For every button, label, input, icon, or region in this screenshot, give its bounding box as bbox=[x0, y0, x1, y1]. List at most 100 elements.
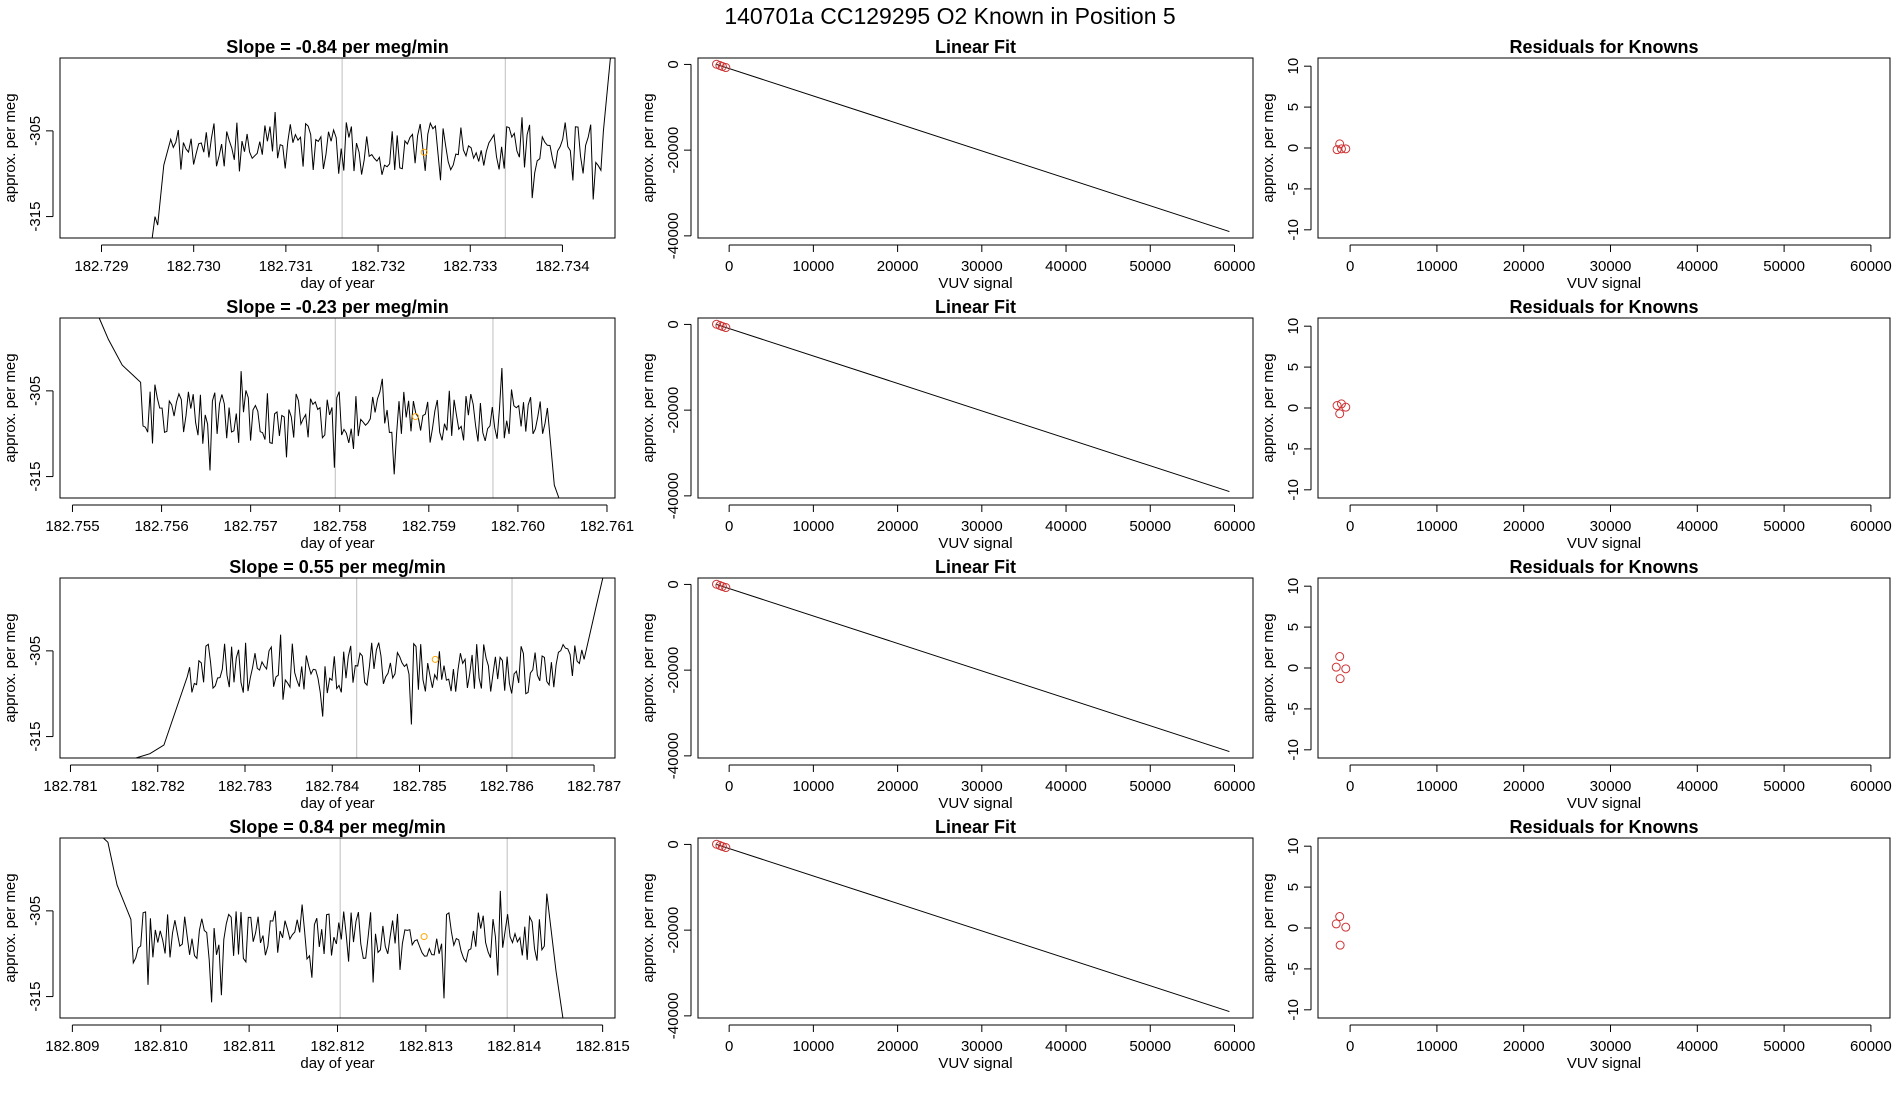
residuals-1-x-tick-label: 50000 bbox=[1763, 258, 1805, 275]
residuals-4-x-tick-label: 50000 bbox=[1763, 1038, 1805, 1055]
linear-fit-3-data-point bbox=[721, 583, 731, 593]
linear-fit-4-x-tick-label: 20000 bbox=[877, 1038, 919, 1055]
linear-fit-4-data-point bbox=[721, 843, 731, 853]
timeseries-2-plot-frame bbox=[59, 317, 616, 499]
linear-fit-1-plot-frame bbox=[697, 57, 1254, 239]
linear-fit-2-fit-line bbox=[716, 323, 1230, 493]
residuals-3-x-tick-label: 40000 bbox=[1676, 778, 1718, 795]
residuals-4-y-tick-label: 0 bbox=[1285, 924, 1302, 932]
linear-fit-3-y-tick-label: 0 bbox=[665, 580, 682, 588]
timeseries-3-orange-point bbox=[431, 655, 439, 663]
residuals-2-y-axis-label: approx. per meg bbox=[1260, 353, 1277, 462]
timeseries-1-orange-point bbox=[420, 148, 428, 156]
residuals-4-y-tick-label: -5 bbox=[1285, 962, 1302, 975]
timeseries-3-x-axis-label: day of year bbox=[300, 795, 374, 812]
timeseries-2-x-tick-label: 182.761 bbox=[580, 518, 634, 535]
linear-fit-4-plot-frame bbox=[697, 837, 1254, 1019]
timeseries-4-x-tick-label: 182.814 bbox=[487, 1038, 541, 1055]
linear-fit-2-x-tick-label: 20000 bbox=[877, 518, 919, 535]
residuals-3-data-point bbox=[1335, 674, 1345, 684]
linear-fit-1-y-tick-label: -20000 bbox=[665, 127, 682, 174]
timeseries-4-orange-point bbox=[420, 933, 428, 941]
residuals-4-data-point bbox=[1335, 912, 1345, 922]
linear-fit-3-x-axis-label: VUV signal bbox=[938, 795, 1012, 812]
residuals-2-y-tick-label: 0 bbox=[1285, 404, 1302, 412]
linear-fit-1-x-tick-label: 20000 bbox=[877, 258, 919, 275]
timeseries-2-x-tick-label: 182.755 bbox=[45, 518, 99, 535]
timeseries-1-title: Slope = -0.84 per meg/min bbox=[226, 37, 449, 57]
timeseries-4-y-tick-label: -315 bbox=[27, 982, 44, 1012]
residuals-4-y-tick-label: 5 bbox=[1285, 883, 1302, 891]
linear-fit-1-x-axis-label: VUV signal bbox=[938, 275, 1012, 292]
linear-fit-1-x-tick-label: 0 bbox=[725, 258, 733, 275]
linear-fit-2-x-tick-label: 50000 bbox=[1129, 518, 1171, 535]
residuals-3-plot-frame bbox=[1317, 577, 1891, 759]
linear-fit-3-x-tick-label: 30000 bbox=[961, 778, 1003, 795]
timeseries-4-series-line bbox=[102, 837, 564, 1019]
residuals-4-x-tick-label: 40000 bbox=[1676, 1038, 1718, 1055]
residuals-2-data-point bbox=[1335, 409, 1345, 419]
residuals-4-data-point bbox=[1335, 940, 1345, 950]
residuals-3-x-tick-label: 0 bbox=[1346, 778, 1354, 795]
residuals-2-y-tick-label: -5 bbox=[1285, 442, 1302, 455]
residuals-1-data-point bbox=[1335, 139, 1345, 149]
residuals-2-x-tick-label: 10000 bbox=[1416, 518, 1458, 535]
timeseries-4-x-tick-label: 182.812 bbox=[310, 1038, 364, 1055]
timeseries-2-x-tick-label: 182.756 bbox=[134, 518, 188, 535]
timeseries-4-x-tick-label: 182.811 bbox=[223, 1038, 276, 1055]
residuals-4-y-axis-label: approx. per meg bbox=[1260, 873, 1277, 982]
timeseries-4-title: Slope = 0.84 per meg/min bbox=[229, 817, 446, 837]
linear-fit-3-y-tick-label: -20000 bbox=[665, 647, 682, 694]
linear-fit-1-fit-line bbox=[716, 63, 1230, 233]
linear-fit-4-x-axis-label: VUV signal bbox=[938, 1055, 1012, 1072]
linear-fit-4-x-tick-label: 60000 bbox=[1214, 1038, 1256, 1055]
residuals-4-x-tick-label: 0 bbox=[1346, 1038, 1354, 1055]
timeseries-1-x-tick-label: 182.733 bbox=[443, 258, 497, 275]
residuals-2-data-point bbox=[1341, 402, 1351, 412]
linear-fit-3-y-tick-label: -40000 bbox=[665, 732, 682, 779]
linear-fit-4-title: Linear Fit bbox=[935, 817, 1016, 837]
linear-fit-2-y-tick-label: 0 bbox=[665, 320, 682, 328]
linear-fit-4-x-tick-label: 0 bbox=[725, 1038, 733, 1055]
timeseries-3-x-tick-label: 182.784 bbox=[305, 778, 359, 795]
timeseries-3-y-axis-label: approx. per meg bbox=[2, 613, 19, 722]
residuals-3-y-tick-label: 0 bbox=[1285, 664, 1302, 672]
timeseries-3-x-tick-label: 182.786 bbox=[480, 778, 534, 795]
timeseries-3-x-tick-label: 182.785 bbox=[392, 778, 446, 795]
residuals-3-x-axis-label: VUV signal bbox=[1567, 795, 1641, 812]
residuals-2-x-axis-label: VUV signal bbox=[1567, 535, 1641, 552]
timeseries-1-x-tick-label: 182.734 bbox=[535, 258, 589, 275]
timeseries-1-y-tick-label: -315 bbox=[27, 202, 44, 232]
residuals-3-y-tick-label: 5 bbox=[1285, 623, 1302, 631]
linear-fit-1-x-tick-label: 60000 bbox=[1214, 258, 1256, 275]
timeseries-2-x-axis-label: day of year bbox=[300, 535, 374, 552]
linear-fit-1-data-point bbox=[721, 63, 731, 73]
timeseries-2-x-tick-label: 182.759 bbox=[402, 518, 456, 535]
residuals-1-data-point bbox=[1341, 144, 1351, 154]
residuals-2-plot-frame bbox=[1317, 317, 1891, 499]
linear-fit-1-x-tick-label: 50000 bbox=[1129, 258, 1171, 275]
residuals-3-y-axis-label: approx. per meg bbox=[1260, 613, 1277, 722]
residuals-4-x-tick-label: 10000 bbox=[1416, 1038, 1458, 1055]
residuals-3-x-tick-label: 30000 bbox=[1590, 778, 1632, 795]
linear-fit-4-fit-line bbox=[716, 843, 1230, 1013]
residuals-3-x-tick-label: 20000 bbox=[1503, 778, 1545, 795]
timeseries-2-title: Slope = -0.23 per meg/min bbox=[226, 297, 449, 317]
linear-fit-3-x-tick-label: 0 bbox=[725, 778, 733, 795]
linear-fit-3-x-tick-label: 10000 bbox=[793, 778, 835, 795]
linear-fit-4-y-axis-label: approx. per meg bbox=[640, 873, 657, 982]
residuals-2-title: Residuals for Knowns bbox=[1509, 297, 1698, 317]
timeseries-2-y-tick-label: -315 bbox=[27, 462, 44, 492]
linear-fit-4-y-tick-label: 0 bbox=[665, 840, 682, 848]
linear-fit-4-y-tick-label: -40000 bbox=[665, 992, 682, 1039]
timeseries-1-plot-frame bbox=[59, 57, 616, 239]
linear-fit-3-x-tick-label: 60000 bbox=[1214, 778, 1256, 795]
timeseries-1-series-line bbox=[151, 57, 615, 239]
timeseries-2-x-tick-label: 182.757 bbox=[224, 518, 278, 535]
linear-fit-2-x-tick-label: 40000 bbox=[1045, 518, 1087, 535]
residuals-3-x-tick-label: 60000 bbox=[1850, 778, 1892, 795]
residuals-2-x-tick-label: 40000 bbox=[1676, 518, 1718, 535]
residuals-1-x-tick-label: 20000 bbox=[1503, 258, 1545, 275]
residuals-1-y-axis-label: approx. per meg bbox=[1260, 93, 1277, 202]
